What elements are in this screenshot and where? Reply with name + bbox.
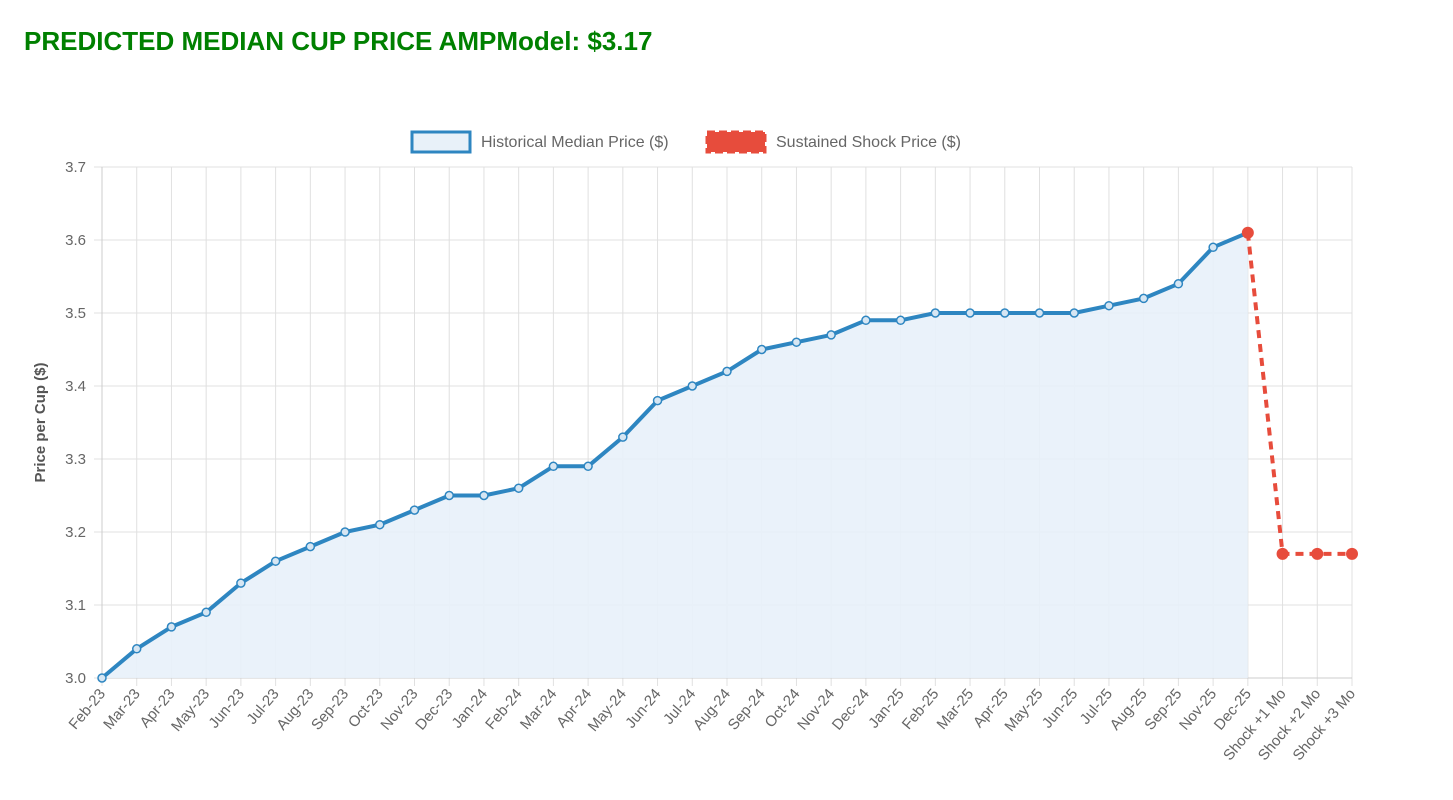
historical-point xyxy=(513,483,524,493)
historical-point xyxy=(1173,279,1184,289)
x-tick-label: Aug-24 xyxy=(690,686,734,734)
shock-line xyxy=(1245,232,1352,556)
x-tick-label: Jun-25 xyxy=(1039,686,1082,732)
historical-point xyxy=(340,527,350,537)
x-tick-label: May-25 xyxy=(1001,686,1046,735)
historical-point xyxy=(930,308,941,318)
historical-point xyxy=(201,607,211,618)
x-tick-label: Sep-23 xyxy=(308,686,352,734)
x-tick-label: Nov-24 xyxy=(794,686,838,734)
x-tick-label: Mar-25 xyxy=(934,686,978,733)
y-tick-label: 3.0 xyxy=(65,670,86,687)
x-tick-label: Sep-25 xyxy=(1141,686,1185,734)
x-tick-label: Nov-23 xyxy=(377,686,421,734)
historical-point xyxy=(1138,293,1149,304)
shock-point xyxy=(1276,547,1289,560)
x-tick-label: Mar-23 xyxy=(100,686,144,733)
historical-point xyxy=(652,395,663,406)
historical-point xyxy=(375,519,385,530)
historical-point xyxy=(444,490,454,501)
x-tick-label: Dec-23 xyxy=(412,686,456,734)
x-tick-label: Feb-23 xyxy=(65,686,109,733)
historical-point xyxy=(1034,308,1045,318)
x-tick-label: Sep-24 xyxy=(725,686,769,734)
legend: Historical Median Price ($) Sustained Sho… xyxy=(410,130,961,154)
legend-label-historical: Historical Median Price ($) xyxy=(481,134,669,151)
historical-point xyxy=(131,644,142,654)
page-title: PREDICTED MEDIAN CUP PRICE AMPModel: $3.… xyxy=(24,26,653,56)
historical-point xyxy=(722,366,732,377)
y-axis-title: Price per Cup ($) xyxy=(32,362,49,482)
historical-point xyxy=(826,330,836,340)
historical-point xyxy=(861,315,871,326)
x-tick-label: Nov-25 xyxy=(1176,686,1220,734)
historical-point xyxy=(409,505,420,515)
x-tick-label: Aug-25 xyxy=(1107,686,1151,734)
historical-point xyxy=(583,461,593,472)
y-tick-label: 3.4 xyxy=(65,378,86,395)
historical-line xyxy=(100,230,1249,680)
x-tick-label: Feb-24 xyxy=(482,686,526,733)
historical-point xyxy=(1069,308,1079,318)
historical-point xyxy=(618,432,628,442)
historical-point xyxy=(166,622,177,632)
x-tick-label: Jun-23 xyxy=(205,686,248,732)
historical-point xyxy=(1104,300,1114,311)
historical-point xyxy=(1208,242,1218,253)
shock-point xyxy=(1311,547,1324,560)
shock-point xyxy=(1241,226,1254,239)
y-tick-label: 3.2 xyxy=(65,524,86,541)
x-tick-label: Dec-24 xyxy=(829,686,873,734)
y-tick-label: 3.1 xyxy=(65,597,86,614)
historical-point xyxy=(756,344,767,355)
historical-area xyxy=(102,232,1248,678)
historical-point xyxy=(479,490,489,501)
y-tick-label: 3.3 xyxy=(65,451,86,468)
x-tick-label: Jun-24 xyxy=(622,686,665,732)
shock-point xyxy=(1346,547,1358,560)
historical-point xyxy=(548,461,559,472)
x-tick-label: May-24 xyxy=(585,686,630,735)
historical-point xyxy=(236,578,246,588)
x-tick-label: Mar-24 xyxy=(517,686,561,733)
y-tick-label: 3.7 xyxy=(65,159,86,176)
x-tick-label: Feb-25 xyxy=(899,686,943,733)
y-tick-label: 3.5 xyxy=(65,305,86,322)
historical-point xyxy=(270,556,281,566)
historical-point xyxy=(965,308,975,318)
historical-point xyxy=(1000,308,1010,318)
legend-swatch-historical xyxy=(410,130,472,154)
x-tick-label: Aug-23 xyxy=(273,686,317,734)
historical-point xyxy=(305,541,316,552)
legend-label-shock: Sustained Shock Price ($) xyxy=(776,134,961,151)
y-tick-label: 3.6 xyxy=(65,232,86,249)
x-tick-label: May-23 xyxy=(168,686,213,735)
historical-point xyxy=(895,315,906,326)
legend-swatch-shock xyxy=(705,130,767,154)
historical-point xyxy=(97,673,107,683)
historical-point xyxy=(687,381,698,391)
historical-point xyxy=(791,337,802,347)
